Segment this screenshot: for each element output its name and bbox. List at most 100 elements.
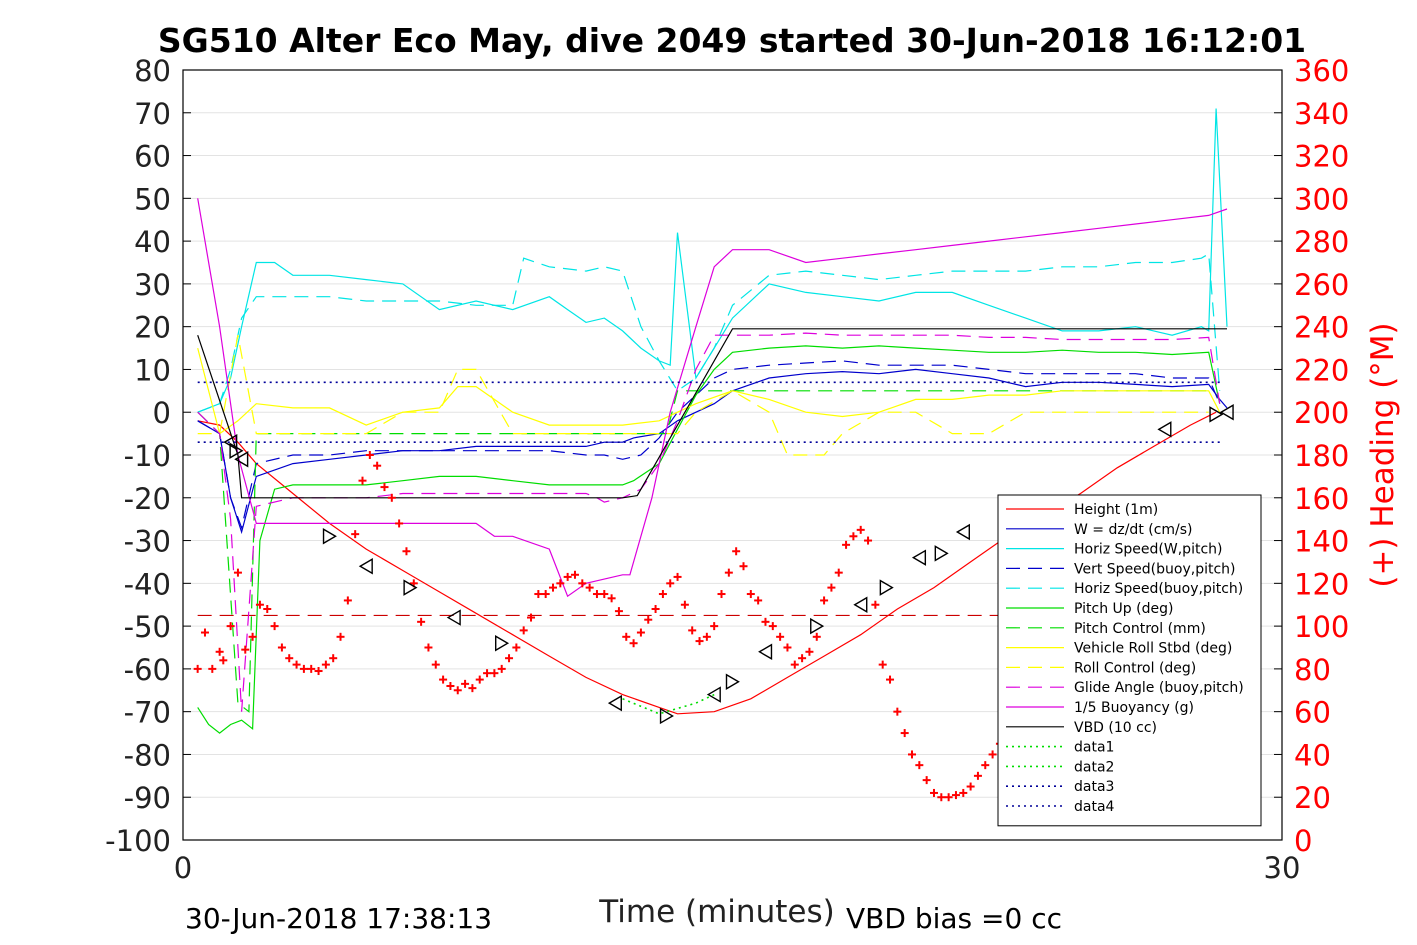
triangle-marker bbox=[358, 558, 373, 575]
legend-label: data2 bbox=[1074, 759, 1114, 775]
heading-point bbox=[805, 647, 814, 656]
heading-point bbox=[790, 660, 799, 669]
triangle-marker bbox=[403, 579, 418, 596]
y2-tick-label: 60 bbox=[1294, 696, 1331, 730]
heading-point bbox=[702, 632, 711, 641]
heading-point bbox=[299, 664, 308, 673]
heading-point bbox=[563, 572, 572, 581]
heading-point bbox=[453, 686, 462, 695]
heading-point bbox=[607, 594, 616, 603]
heading-point bbox=[754, 596, 763, 605]
heading-point bbox=[395, 519, 404, 528]
heading-point bbox=[541, 590, 550, 599]
heading-point bbox=[629, 639, 638, 648]
heading-point bbox=[424, 643, 433, 652]
heading-point bbox=[226, 622, 235, 631]
legend-box bbox=[997, 494, 1262, 827]
x-tick-label: 30 bbox=[1264, 851, 1301, 885]
heading-point bbox=[944, 793, 953, 802]
heading-point bbox=[717, 590, 726, 599]
y-tick-label: -30 bbox=[124, 525, 171, 559]
heading-point bbox=[951, 791, 960, 800]
series-data1 bbox=[622, 693, 715, 715]
heading-point bbox=[658, 590, 667, 599]
y2-tick-label: 340 bbox=[1294, 97, 1349, 131]
y2-tick-label: 140 bbox=[1294, 525, 1349, 559]
heading-point bbox=[570, 570, 579, 579]
legend-label: Pitch Up (deg) bbox=[1074, 601, 1173, 617]
y2-tick-label: 180 bbox=[1294, 439, 1349, 473]
y2-axis-label: (+) Heading (°M) bbox=[1365, 322, 1401, 587]
heading-point bbox=[636, 628, 645, 637]
series-vert-speed-buoy-pitch bbox=[197, 360, 1221, 530]
y2-tick-label: 200 bbox=[1294, 396, 1349, 430]
heading-point bbox=[468, 684, 477, 693]
heading-point bbox=[461, 679, 470, 688]
heading-point bbox=[351, 530, 360, 539]
y-tick-label: -10 bbox=[124, 439, 171, 473]
heading-point bbox=[446, 682, 455, 690]
y-tick-label: 50 bbox=[134, 182, 171, 216]
y2-tick-label: 220 bbox=[1294, 353, 1349, 387]
heading-point bbox=[732, 547, 741, 556]
heading-point bbox=[277, 643, 286, 652]
heading-point bbox=[208, 664, 217, 673]
triangle-marker bbox=[758, 643, 773, 660]
triangle-marker bbox=[495, 635, 510, 652]
y2-tick-label: 80 bbox=[1294, 653, 1331, 687]
legend-label: W = dz/dt (cm/s) bbox=[1074, 522, 1193, 538]
y-tick-label: -90 bbox=[124, 781, 171, 815]
heading-point bbox=[358, 476, 367, 485]
heading-point bbox=[556, 579, 565, 588]
x-axis-ticks: 0 30 bbox=[174, 832, 1301, 885]
y-tick-label: -20 bbox=[124, 482, 171, 516]
heading-point bbox=[505, 654, 514, 663]
heading-point bbox=[856, 525, 865, 534]
y2-tick-label: 300 bbox=[1294, 182, 1349, 216]
heading-point bbox=[336, 632, 345, 641]
heading-point bbox=[776, 632, 785, 641]
heading-point bbox=[439, 675, 448, 684]
triangle-marker bbox=[1157, 421, 1172, 438]
heading-point bbox=[864, 536, 873, 545]
grid bbox=[183, 69, 1282, 841]
heading-point bbox=[915, 761, 924, 770]
heading-point bbox=[248, 632, 257, 641]
y-tick-label: -40 bbox=[124, 567, 171, 601]
heading-point bbox=[688, 626, 697, 635]
heading-point bbox=[497, 664, 506, 673]
heading-point bbox=[193, 664, 202, 673]
heading-point bbox=[307, 664, 316, 673]
legend-label: Glide Angle (buoy,pitch) bbox=[1074, 680, 1244, 696]
legend-label: VBD (10 cc) bbox=[1074, 720, 1157, 736]
triangle-marker bbox=[1209, 406, 1224, 423]
heading-point bbox=[666, 579, 675, 588]
heading-point bbox=[233, 568, 242, 577]
heading-point bbox=[783, 643, 792, 652]
heading-point bbox=[285, 654, 294, 663]
legend-label: data4 bbox=[1074, 799, 1115, 815]
footer-timestamp: 30-Jun-2018 17:38:13 bbox=[185, 902, 492, 935]
heading-point bbox=[966, 782, 975, 791]
series-roll-control-deg bbox=[197, 335, 1209, 456]
triangle-marker bbox=[607, 694, 622, 712]
heading-point bbox=[219, 656, 228, 665]
x-tick-label: 0 bbox=[174, 851, 192, 885]
chart-title: SG510 Alter Eco May, dive 2049 started 3… bbox=[158, 21, 1306, 60]
heading-point bbox=[622, 632, 631, 641]
legend-label: Horiz Speed(buoy,pitch) bbox=[1074, 581, 1243, 597]
triangle-marker bbox=[879, 579, 894, 596]
y2-tick-label: 320 bbox=[1294, 140, 1349, 174]
series-1-5-buoyancy-g bbox=[197, 198, 1228, 598]
heading-point bbox=[680, 600, 689, 609]
triangle-marker bbox=[911, 549, 927, 566]
legend-label: Pitch Control (mm) bbox=[1074, 621, 1206, 637]
y-tick-label: -70 bbox=[124, 696, 171, 730]
heading-point bbox=[329, 654, 338, 663]
heading-point bbox=[644, 615, 653, 624]
triangle-marker bbox=[659, 707, 674, 725]
y2-tick-label: 100 bbox=[1294, 610, 1349, 644]
heading-point bbox=[387, 493, 396, 502]
triangle-marker bbox=[810, 617, 825, 635]
